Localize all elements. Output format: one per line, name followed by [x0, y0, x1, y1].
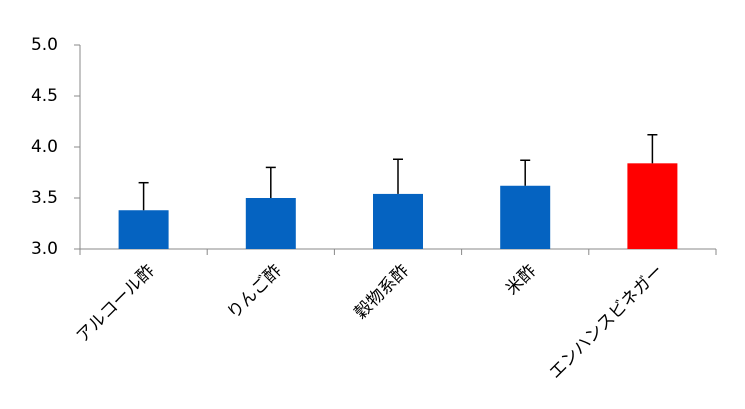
x-tick-label: 穀物系酢 — [351, 261, 413, 323]
bar — [373, 193, 423, 249]
bar — [245, 198, 296, 249]
x-tick-label: 米酢 — [502, 261, 540, 299]
x-tick-label: りんご酢 — [224, 261, 286, 323]
error-bar — [265, 166, 276, 198]
x-tick-label: エンハンスビネガー — [545, 261, 667, 383]
bar — [627, 163, 678, 249]
bar — [118, 210, 169, 249]
bar — [500, 185, 551, 249]
y-tick-label: 4.0 — [31, 137, 58, 157]
error-bar — [520, 159, 531, 186]
y-tick-label: 3.5 — [31, 188, 58, 208]
error-bar — [647, 134, 658, 164]
y-tick-label: 4.5 — [31, 86, 58, 106]
error-bar — [138, 181, 149, 211]
y-tick-label: 3.0 — [31, 239, 58, 259]
error-bar — [393, 158, 403, 194]
x-tick-label: アルコール酢 — [73, 261, 159, 347]
y-tick-label: 5.0 — [31, 35, 58, 55]
